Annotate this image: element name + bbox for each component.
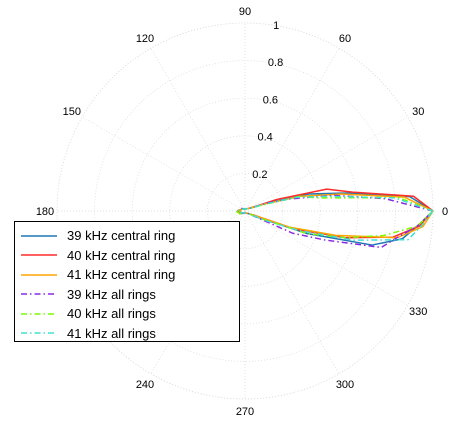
legend-swatch [21,254,57,257]
legend-item: 40 kHz central ring [19,246,239,266]
angle-tick-label: 150 [63,106,81,118]
grid-circle [207,173,283,249]
legend: 39 kHz central ring 40 kHz central ring 41… [14,221,240,342]
grid-circle [131,97,359,325]
legend-swatch [21,234,57,237]
grid-spoke [244,210,340,374]
grid-spoke [82,116,246,212]
legend-label: 40 kHz all rings [67,306,156,322]
angle-tick-label: 270 [236,406,254,418]
legend-item: 41 kHz all rings [19,324,239,344]
legend-label: 40 kHz central ring [67,247,176,263]
series-layer [234,188,434,249]
radial-tick-label: 0.6 [263,94,278,106]
radial-tick-label: 0.4 [257,132,272,144]
angle-tick-label: 60 [339,33,351,45]
legend-label: 39 kHz all rings [67,286,156,302]
angle-tick-label: 90 [239,6,251,18]
legend-label: 39 kHz central ring [67,228,176,244]
radial-tick-label: 0.8 [268,57,283,69]
radial-tick-label: 0.2 [252,169,267,181]
grid-spoke [244,116,408,212]
angle-tick-labels: 0306090120150180210240270300330 [36,6,448,418]
legend-item: 41 kHz central ring [19,265,239,285]
angle-tick-label: 0 [442,206,448,218]
angle-tick-label: 30 [412,106,424,118]
legend-items: 39 kHz central ring 40 kHz central ring 41… [15,222,239,343]
legend-label: 41 kHz central ring [67,267,176,283]
legend-swatch [21,312,57,315]
legend-label: 41 kHz all rings [67,325,156,341]
grid-spoke [150,48,246,212]
legend-swatch [21,332,57,335]
radial-tick-label: 1 [273,20,279,32]
angle-tick-label: 240 [136,379,154,391]
legend-swatch [21,273,57,276]
angle-tick-label: 180 [36,206,54,218]
legend-item: 40 kHz all rings [19,304,239,324]
angle-tick-label: 300 [336,379,354,391]
radial-tick-labels: 0.2 0.4 0.6 0.8 1 [252,20,283,181]
legend-swatch [21,293,57,296]
grid-spoke [244,48,340,212]
series-line-4 [234,195,434,239]
angle-tick-label: 330 [409,306,427,318]
series-line-5 [236,195,434,241]
angle-tick-label: 120 [136,33,154,45]
grid-spoke [244,210,408,306]
legend-item: 39 kHz all rings [19,285,239,305]
legend-item: 39 kHz central ring [19,226,239,246]
